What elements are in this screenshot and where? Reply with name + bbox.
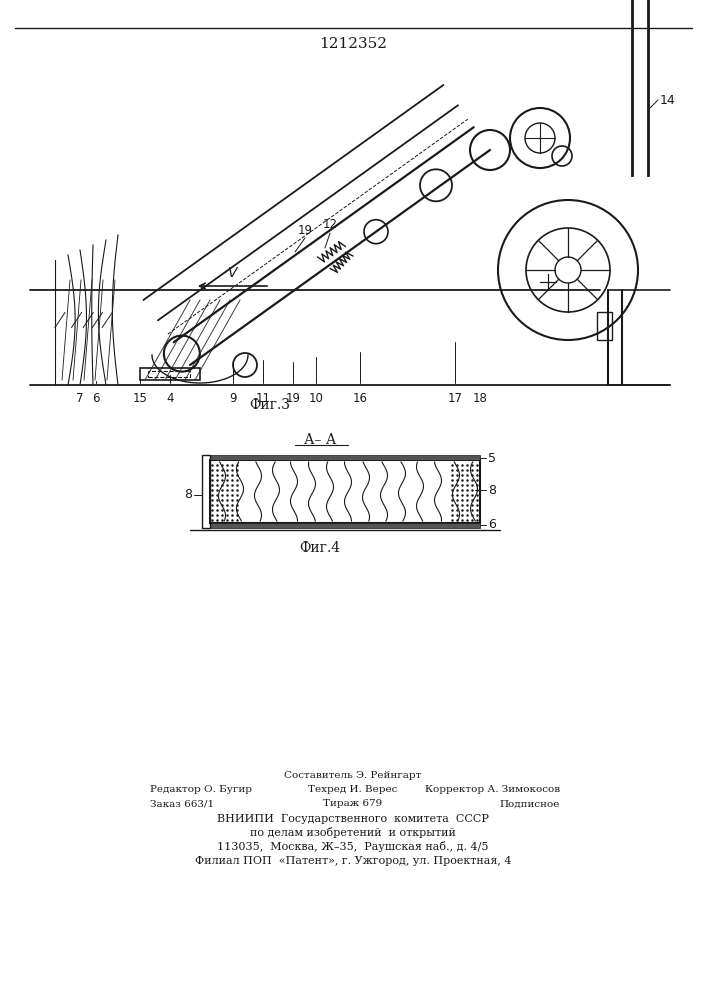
Text: Филиал ПОП  «Патент», г. Ужгород, ул. Проектная, 4: Филиал ПОП «Патент», г. Ужгород, ул. Про… [194,856,511,866]
Bar [210,455,480,460]
Text: 8: 8 [184,488,192,502]
Text: 1212352: 1212352 [319,37,387,51]
Text: 6: 6 [488,518,496,532]
Text: 17: 17 [448,392,462,405]
Text: 18: 18 [472,392,487,405]
Text: Составитель Э. Рейнгарт: Составитель Э. Рейнгарт [284,770,421,780]
Text: 14: 14 [660,94,676,106]
Text: 15: 15 [133,392,148,405]
Bar [202,455,210,528]
Text: 19: 19 [286,392,300,405]
Bar [148,371,190,377]
Text: ВНИИПИ  Государственного  комитета  СССР: ВНИИПИ Государственного комитета СССР [217,814,489,824]
Bar [210,523,480,528]
Text: 12: 12 [322,219,337,232]
Text: 8: 8 [488,484,496,496]
Text: 6: 6 [92,392,100,405]
Text: $V$: $V$ [227,266,239,280]
Text: Фиг.3: Фиг.3 [250,398,291,412]
Text: Корректор А. Зимокосов: Корректор А. Зимокосов [425,786,560,794]
Text: 11: 11 [255,392,271,405]
Text: 19: 19 [298,224,312,236]
Text: 9: 9 [229,392,237,405]
Text: 113035,  Москва, Ж–35,  Раушская наб., д. 4/5: 113035, Москва, Ж–35, Раушская наб., д. … [217,842,489,852]
Text: 4: 4 [166,392,174,405]
Text: Подписное: Подписное [500,800,560,808]
Text: 10: 10 [308,392,323,405]
Text: Заказ 663/1: Заказ 663/1 [150,800,214,808]
Text: Редактор О. Бугир: Редактор О. Бугир [150,786,252,794]
Text: 16: 16 [353,392,368,405]
Bar [597,312,612,340]
Text: Тираж 679: Тираж 679 [323,800,382,808]
Bar [140,368,200,380]
Bar [210,460,480,523]
Text: по делам изобретений  и открытий: по делам изобретений и открытий [250,828,456,838]
Text: Техред И. Верес: Техред И. Верес [308,786,397,794]
Text: 7: 7 [76,392,83,405]
Text: 5: 5 [488,452,496,464]
Text: А– А: А– А [304,433,337,447]
Text: Фиг.4: Фиг.4 [300,541,341,555]
